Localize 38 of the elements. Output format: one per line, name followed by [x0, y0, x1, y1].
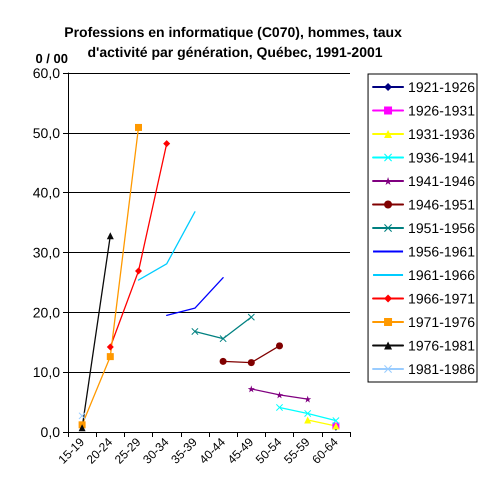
y-tick-label: 20,0	[32, 304, 60, 320]
point	[276, 404, 283, 411]
point	[248, 385, 255, 392]
legend-label: 1936-1941	[408, 150, 476, 166]
legend-label: 1951-1956	[408, 220, 476, 236]
point	[135, 124, 142, 131]
point	[304, 396, 312, 403]
point	[332, 417, 340, 424]
point	[106, 344, 114, 351]
point	[78, 412, 86, 420]
point	[135, 268, 142, 275]
legend-label: 1926-1931	[408, 102, 476, 118]
legend-label: 1966-1971	[408, 290, 476, 306]
y-tick-label: 0,0	[40, 424, 60, 440]
legend-label: 1931-1936	[408, 126, 476, 142]
legend-label: 1976-1981	[408, 338, 476, 354]
legend-label: 1956-1961	[408, 244, 476, 260]
point	[248, 314, 255, 321]
legend-label: 1946-1951	[408, 196, 476, 212]
legend-label: 1961-1966	[408, 267, 476, 283]
point	[248, 359, 255, 366]
legend-label: 1921-1926	[408, 79, 476, 95]
y-tick-label: 30,0	[32, 244, 60, 260]
y-tick-label: 60,0	[32, 65, 60, 81]
point	[163, 140, 170, 148]
legend-label: 1971-1976	[408, 314, 476, 330]
legend-label: 1941-1946	[408, 173, 476, 189]
point	[220, 358, 227, 365]
legend-label: 1981-1986	[408, 361, 476, 377]
y-tick-label: 10,0	[32, 364, 60, 380]
point	[191, 328, 198, 335]
y-tick-label: 50,0	[32, 124, 60, 141]
y-tick-label: 40,0	[32, 184, 60, 201]
point	[276, 342, 283, 350]
point	[220, 335, 227, 342]
point	[276, 391, 283, 398]
point	[106, 353, 114, 360]
point	[304, 410, 312, 417]
